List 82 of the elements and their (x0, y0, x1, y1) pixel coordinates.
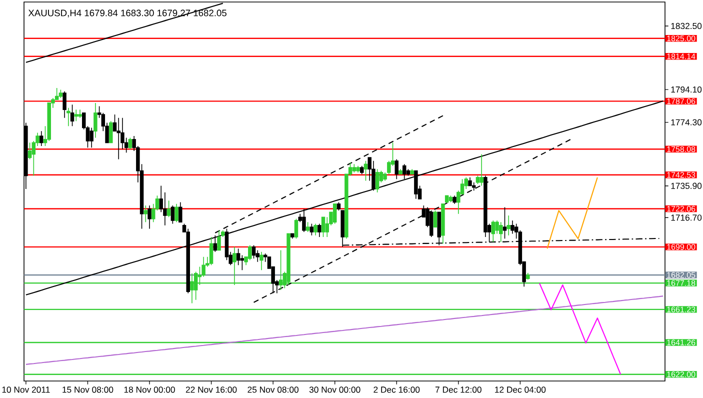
candlestick (433, 210, 438, 228)
x-tick-label: 2 Dec 16:00 (374, 386, 420, 393)
y-tick-label: 1735.90 (671, 182, 702, 189)
candlestick (260, 251, 264, 270)
x-tick-label: 15 Nov 08:00 (62, 386, 114, 393)
candlestick (306, 222, 310, 232)
candlestick (294, 218, 298, 240)
candlestick (499, 222, 503, 242)
candlestick (256, 250, 260, 262)
ref-line-label: 1682.05 (667, 272, 696, 278)
candlestick (144, 205, 148, 223)
x-tick-label: 18 Nov 00:00 (124, 386, 175, 393)
candlestick (468, 177, 472, 186)
ref-line-label: 1677.18 (667, 280, 696, 286)
candlestick (128, 137, 132, 150)
candlestick (510, 220, 514, 234)
line-series (25, 296, 664, 365)
candlestick (148, 205, 152, 230)
candlestick (321, 216, 326, 238)
ref-line-label: 1787.06 (667, 98, 696, 104)
y-tick-label: 1774.30 (671, 119, 702, 126)
candlestick (90, 127, 94, 148)
ref-line-label: 1758.08 (667, 146, 696, 152)
x-tick-label: 22 Nov 16:00 (186, 386, 237, 393)
candlestick (444, 195, 449, 203)
candlestick (213, 234, 218, 252)
ref-line-label: 1641.26 (667, 340, 696, 346)
candlestick (302, 208, 306, 232)
x-tick-label: 12 Dec 04:00 (495, 386, 546, 393)
candlestick (394, 158, 398, 180)
candlestick (310, 223, 314, 236)
candlestick (356, 165, 360, 173)
candlestick (170, 205, 175, 224)
candlestick (190, 273, 194, 304)
y-tick-label: 1832.50 (671, 22, 702, 30)
x-tick-label: 10 Nov 2011 (2, 386, 50, 393)
text: XAUUSD,H4 1679.84 1683.30 1679.27 1682.05 (28, 10, 226, 18)
x-tick-label: 25 Nov 08:00 (248, 386, 298, 393)
candlestick (506, 215, 510, 236)
candlestick (441, 204, 445, 244)
ref-line-label: 1699.00 (667, 244, 696, 250)
candlestick (402, 164, 406, 180)
candlestick (375, 168, 380, 193)
candlestick (248, 244, 252, 261)
candlestick (414, 170, 418, 200)
candlestick (217, 230, 221, 251)
candlestick (94, 102, 98, 138)
candlestick (116, 117, 120, 160)
candlestick (526, 272, 530, 280)
candlestick (40, 130, 44, 146)
candlestick (472, 182, 476, 192)
ref-line-label: 1825.00 (667, 36, 696, 42)
candlestick (290, 233, 294, 240)
ref-line-label: 1722.06 (667, 206, 696, 212)
ref-line-label: 1661.23 (667, 306, 696, 312)
ref-line-label: 1622.00 (667, 372, 696, 378)
candlestick (178, 202, 182, 223)
candlestick (109, 120, 113, 144)
candlestick (360, 165, 364, 175)
candlestick (452, 195, 456, 204)
candlestick (74, 109, 78, 122)
candlestick (372, 160, 376, 192)
x-tick-label: 7 Dec 12:00 (435, 386, 482, 393)
candlestick (430, 210, 434, 238)
ref-line-label: 1742.53 (667, 172, 696, 178)
candlestick (209, 236, 214, 266)
candlestick (174, 204, 178, 223)
y-tick-label: 1716.70 (671, 214, 702, 221)
candlestick (252, 244, 256, 259)
candlestick (66, 108, 70, 127)
y-tick-label: 1794.10 (671, 86, 702, 93)
candlestick (78, 109, 82, 118)
candlestick (398, 168, 402, 175)
candlestick (318, 223, 322, 238)
candlestick (314, 223, 318, 236)
candlestick (410, 168, 414, 175)
candlestick (62, 90, 66, 118)
x-tick-label: 30 Nov 00:00 (309, 386, 360, 393)
ref-line-label: 1814.14 (667, 54, 696, 60)
candlestick (332, 204, 337, 224)
candlestick (480, 154, 484, 186)
candlestick (491, 220, 496, 242)
